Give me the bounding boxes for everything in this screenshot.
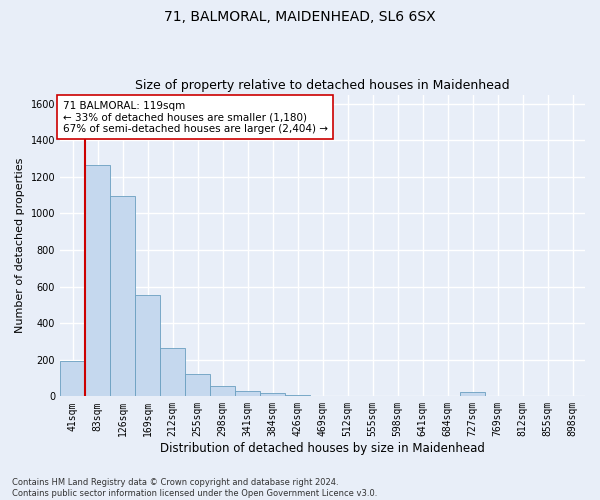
Bar [210, 386, 235, 396]
X-axis label: Distribution of detached houses by size in Maidenhead: Distribution of detached houses by size … [160, 442, 485, 455]
Y-axis label: Number of detached properties: Number of detached properties [15, 158, 25, 333]
Text: Contains HM Land Registry data © Crown copyright and database right 2024.
Contai: Contains HM Land Registry data © Crown c… [12, 478, 377, 498]
Bar [160, 348, 185, 397]
Bar [60, 360, 85, 396]
Bar [260, 392, 285, 396]
Bar [110, 196, 135, 396]
Bar [135, 295, 160, 396]
Title: Size of property relative to detached houses in Maidenhead: Size of property relative to detached ho… [135, 79, 510, 92]
Bar [185, 374, 210, 396]
Text: 71, BALMORAL, MAIDENHEAD, SL6 6SX: 71, BALMORAL, MAIDENHEAD, SL6 6SX [164, 10, 436, 24]
Text: 71 BALMORAL: 119sqm
← 33% of detached houses are smaller (1,180)
67% of semi-det: 71 BALMORAL: 119sqm ← 33% of detached ho… [62, 100, 328, 134]
Bar [460, 392, 485, 396]
Bar [235, 391, 260, 396]
Bar [285, 394, 310, 396]
Bar [85, 165, 110, 396]
